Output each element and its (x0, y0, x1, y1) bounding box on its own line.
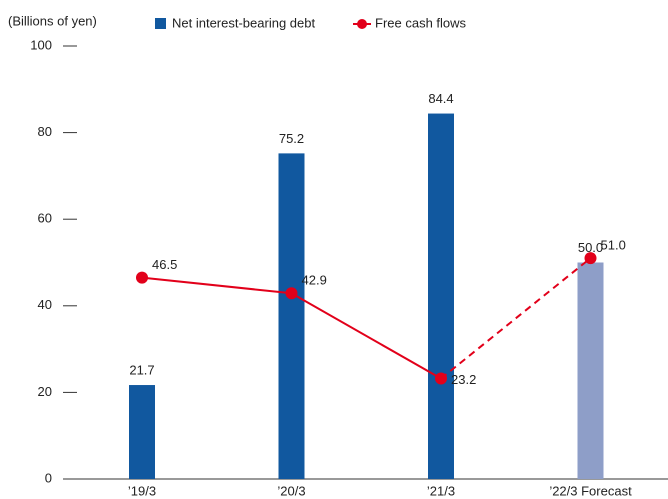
legend-label: Free cash flows (375, 15, 467, 30)
line-point (136, 271, 148, 284)
y-tick-label: 40 (38, 297, 52, 312)
bar-value-label: 84.4 (428, 91, 453, 106)
line-point (285, 287, 298, 300)
bar-value-label: 21.7 (129, 362, 154, 377)
bar (577, 262, 604, 479)
y-tick-label: 20 (38, 384, 52, 399)
bar-value-label: 75.2 (279, 131, 304, 146)
x-tick-label: ’22/3 Forecast (549, 483, 632, 498)
legend-swatch (155, 18, 166, 29)
y-tick-label: 100 (30, 37, 52, 52)
line-value-label: 42.9 (302, 273, 327, 288)
y-tick-label: 60 (38, 211, 52, 226)
bar (129, 385, 155, 479)
y-axis-label: (Billions of yen) (8, 13, 97, 28)
bar-value-label: 50.0 (578, 240, 603, 255)
line-segment (291, 292, 442, 380)
line-point (584, 252, 597, 265)
line-value-label: 23.2 (451, 372, 476, 387)
bar (278, 153, 305, 479)
line-point (435, 372, 447, 385)
line-value-label: 51.0 (601, 238, 626, 253)
x-tick-label: ’20/3 (277, 483, 305, 498)
line-value-label: 46.5 (152, 257, 177, 272)
legend-swatch (357, 19, 367, 29)
x-tick-label: ’21/3 (427, 483, 455, 498)
y-tick-label: 80 (38, 124, 52, 139)
line-segment (141, 276, 292, 295)
y-tick-label: 0 (45, 470, 52, 485)
line-segment (440, 257, 592, 380)
bar (428, 113, 454, 479)
legend-label: Net interest-bearing debt (172, 15, 315, 30)
x-tick-label: ’19/3 (128, 483, 156, 498)
